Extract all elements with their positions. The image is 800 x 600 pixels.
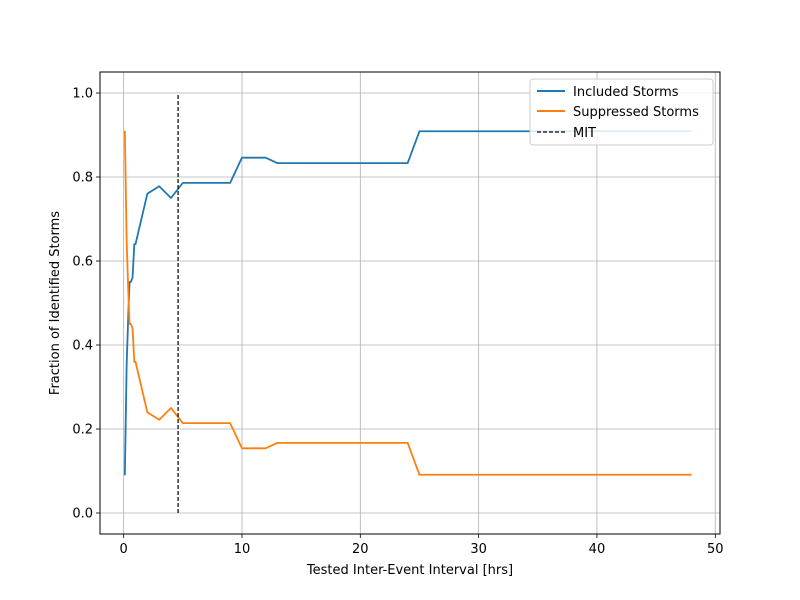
series-line-suppressed-storms bbox=[123, 130, 692, 476]
y-tick-label: 0.8 bbox=[72, 171, 93, 186]
y-axis-label: Fraction of Identified Storms bbox=[48, 211, 63, 395]
legend-box bbox=[529, 78, 714, 146]
legend-label-included: Included Storms bbox=[573, 85, 679, 100]
legend-label-suppressed: Suppressed Storms bbox=[573, 105, 699, 120]
grid bbox=[100, 72, 720, 534]
legend: Included Storms Suppressed Storms MIT bbox=[529, 78, 714, 146]
plot-frame bbox=[99, 71, 721, 535]
y-tick-label: 0.0 bbox=[72, 507, 93, 522]
y-tick-label: 0.4 bbox=[72, 339, 93, 354]
x-tick-label: 40 bbox=[589, 542, 606, 557]
y-tick-label: 0.6 bbox=[72, 255, 93, 270]
x-tick-label: 50 bbox=[707, 542, 724, 557]
y-tick-label: 0.2 bbox=[72, 423, 93, 438]
x-tick-label: 10 bbox=[234, 542, 251, 557]
series-layer bbox=[123, 93, 692, 513]
x-axis-label: Tested Inter-Event Interval [hrs] bbox=[306, 563, 513, 578]
x-tick-label: 20 bbox=[352, 542, 369, 557]
series-line-included-storms bbox=[123, 130, 692, 476]
ticks: 0 10 20 30 40 50 0.0 0.2 0.4 0.6 0.8 1.0 bbox=[72, 87, 723, 558]
x-tick-label: 0 bbox=[120, 542, 128, 557]
x-tick-label: 30 bbox=[470, 542, 487, 557]
y-tick-label: 1.0 bbox=[72, 87, 93, 102]
legend-label-mit: MIT bbox=[573, 126, 596, 141]
